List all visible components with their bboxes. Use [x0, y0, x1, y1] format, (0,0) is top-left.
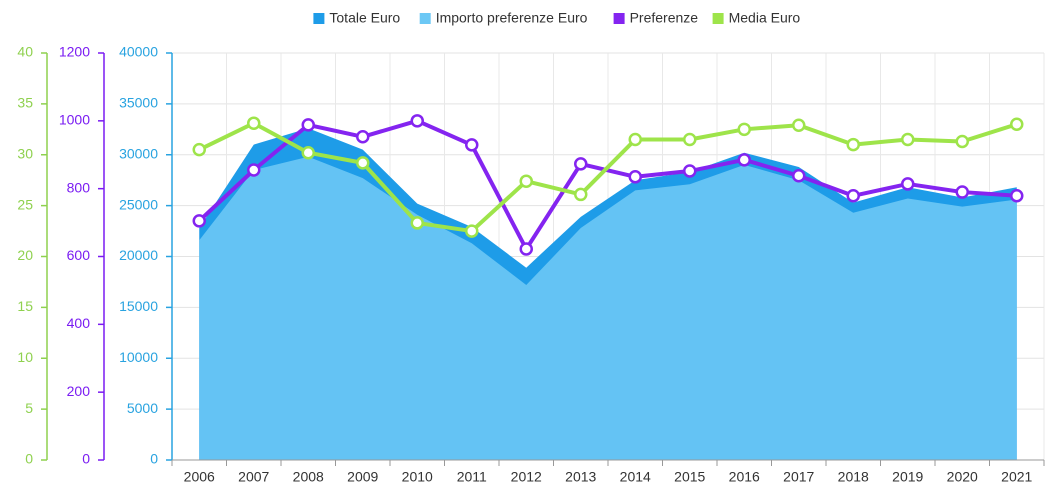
point — [192, 142, 206, 157]
legend-swatch — [419, 13, 431, 24]
y-tick-label: 0 — [25, 451, 33, 467]
point — [901, 177, 915, 191]
point — [247, 163, 261, 177]
x-tick-label: 2012 — [511, 469, 542, 485]
point — [846, 137, 860, 152]
x-tick-label: 2018 — [838, 469, 869, 485]
line — [197, 118, 1017, 252]
x-tick-label: 2020 — [947, 469, 978, 485]
legend-label: Totale Euro — [329, 10, 400, 26]
point — [410, 114, 424, 128]
point — [574, 157, 588, 171]
y-tick-label: 35000 — [119, 95, 158, 111]
line — [198, 121, 1018, 234]
x-tick-label: 2013 — [565, 469, 596, 485]
point — [628, 170, 642, 184]
x-tick-label: 2009 — [347, 469, 378, 485]
point — [955, 185, 969, 199]
y-tick-label: 30000 — [119, 145, 158, 161]
point — [846, 189, 860, 203]
y-tick-label: 10000 — [119, 349, 158, 365]
y-tick-label: 25 — [17, 196, 33, 212]
point — [410, 216, 424, 230]
y-tick-label: 600 — [67, 247, 91, 263]
y-tick-label: 400 — [67, 315, 91, 331]
point — [301, 118, 315, 132]
point — [737, 122, 751, 137]
y-tick-label: 1000 — [59, 112, 90, 128]
legend-swatch — [712, 13, 724, 24]
legend-swatch — [613, 13, 625, 24]
x-tick-label: 2021 — [1001, 469, 1032, 485]
y-tick-label: 5000 — [127, 400, 158, 416]
x-tick-label: 2014 — [620, 469, 651, 485]
x-tick-label: 2011 — [457, 469, 487, 485]
point — [955, 134, 969, 149]
y-tick-label: 30 — [17, 145, 33, 161]
point — [356, 130, 370, 144]
x-tick-label: 2010 — [402, 469, 433, 485]
point — [683, 132, 697, 147]
x-tick-label: 2017 — [783, 469, 814, 485]
legend-label: Importo preferenze Euro — [436, 10, 588, 26]
y-tick-label: 15 — [17, 298, 33, 314]
x-tick-label: 2007 — [238, 469, 269, 485]
y-tick-label: 15000 — [119, 298, 158, 314]
y-tick-label: 40 — [17, 44, 33, 60]
point — [465, 138, 479, 152]
point — [247, 116, 261, 130]
x-tick-label: 2006 — [184, 469, 215, 485]
y-tick-label: 800 — [67, 179, 91, 195]
y-tick-label: 20 — [17, 247, 33, 263]
y-tick-label: 0 — [82, 451, 90, 467]
point — [356, 156, 370, 170]
y-tick-label: 20000 — [119, 247, 158, 263]
y-tick-label: 0 — [150, 451, 158, 467]
point — [465, 224, 479, 238]
point — [628, 132, 642, 147]
y-tick-label: 1200 — [59, 44, 90, 60]
point — [574, 187, 588, 202]
y-tick-label: 10 — [17, 349, 33, 365]
point — [301, 145, 315, 160]
point — [683, 164, 697, 178]
point — [1010, 189, 1024, 203]
legend-label: Media Euro — [729, 10, 801, 26]
point — [519, 174, 533, 188]
y-tick-label: 200 — [67, 383, 91, 399]
y-tick-label: 5 — [25, 400, 33, 416]
point — [792, 118, 806, 132]
x-tick-label: 2019 — [892, 469, 923, 485]
area — [199, 156, 1017, 460]
y-tick-label: 40000 — [119, 44, 158, 60]
point — [1010, 117, 1024, 131]
legend-swatch — [313, 13, 325, 24]
y-tick-label: 25000 — [119, 196, 158, 212]
point — [192, 214, 206, 228]
legend: Totale Euro Importo preferenze Euro Prefer… — [313, 10, 800, 26]
legend-label: Preferenze — [630, 10, 699, 26]
x-tick-label: 2008 — [293, 469, 324, 485]
y-tick-label: 35 — [17, 95, 33, 111]
x-tick-label: 2015 — [674, 469, 705, 485]
point — [792, 169, 806, 183]
point — [737, 153, 751, 167]
x-tick-label: 2016 — [729, 469, 760, 485]
point — [519, 242, 533, 256]
point — [901, 132, 915, 147]
